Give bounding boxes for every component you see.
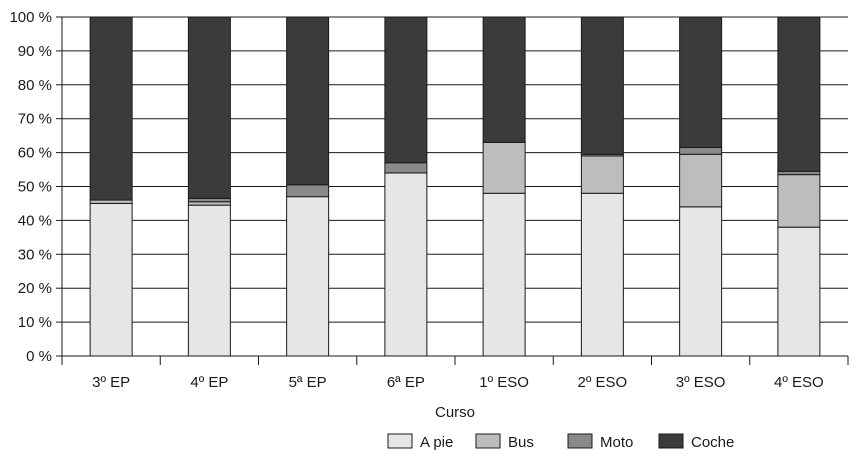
bar-segment-a-pie [679, 206, 723, 357]
legend-swatch [658, 433, 684, 449]
axes [61, 17, 849, 365]
x-tick-label: 3º EP [92, 374, 130, 391]
legend-label: Moto [600, 434, 633, 451]
bar-stack [187, 16, 231, 357]
legend-item: Bus [475, 433, 534, 451]
y-tick-label: 100 % [9, 9, 52, 26]
bar-segment-moto [777, 170, 821, 176]
bar-segment-moto [679, 147, 723, 155]
y-tick-label: 90 % [18, 43, 52, 60]
bar-stack [777, 16, 821, 357]
bar-segment-coche [777, 16, 821, 172]
x-axis-tick-labels: 3º EP 4º EP 5ª EP 6ª EP 1º ESO 2º ESO 3º ESO 4º… [92, 374, 824, 391]
y-tick-label: 30 % [18, 246, 52, 263]
bar-segment-moto [187, 197, 231, 203]
legend-label: Coche [691, 434, 734, 451]
bar-segment-bus [482, 141, 526, 194]
y-tick-label: 0 % [26, 348, 52, 365]
bar-stack [482, 16, 526, 357]
legend-item: Coche [658, 433, 734, 451]
bar-stack [580, 16, 624, 357]
bar-segment-a-pie [187, 204, 231, 357]
bar-stack [384, 16, 428, 357]
x-tick-label: 4º ESO [774, 374, 824, 391]
bar-segment-coche [679, 16, 723, 149]
x-axis-title: Curso [435, 404, 475, 421]
y-tick-label: 40 % [18, 212, 52, 229]
gridlines [62, 16, 848, 357]
y-axis-tick-labels: 0 % 10 % 20 % 30 % 40 % 50 % 60 % 70 % 80 % 90 % 1… [9, 9, 62, 365]
bar-segment-bus [679, 153, 723, 208]
bar-segment-bus [580, 155, 624, 194]
bar-segment-a-pie [89, 202, 133, 357]
bar-segment-a-pie [580, 192, 624, 357]
bar-stacks [89, 16, 821, 357]
bar-segment-moto [384, 162, 428, 174]
legend-item: Moto [567, 433, 633, 451]
x-tick-label: 4º EP [190, 374, 228, 391]
y-tick-label: 10 % [18, 314, 52, 331]
bar-segment-a-pie [777, 226, 821, 357]
legend-swatch [475, 433, 501, 449]
bar-segment-coche [286, 16, 330, 186]
bar-segment-a-pie [286, 196, 330, 357]
y-tick-label: 80 % [18, 77, 52, 94]
y-tick-label: 50 % [18, 179, 52, 196]
legend-label: A pie [420, 434, 453, 451]
bar-stack [286, 16, 330, 357]
bar-segment-a-pie [384, 172, 428, 357]
legend-item: A pie [387, 433, 453, 451]
legend-swatch [567, 433, 593, 449]
bar-segment-bus [89, 199, 133, 204]
x-tick-label: 1º ESO [479, 374, 529, 391]
y-tick-label: 20 % [18, 280, 52, 297]
legend: A pie Bus Moto Coche [387, 433, 734, 451]
x-tick-label: 2º ESO [578, 374, 628, 391]
x-tick-label: 6ª EP [387, 374, 425, 391]
bar-segment-bus [187, 201, 231, 206]
bar-segment-coche [89, 16, 133, 201]
bar-segment-moto [286, 184, 330, 198]
bar-segment-a-pie [482, 192, 526, 357]
bar-segment-coche [482, 16, 526, 143]
bar-segment-coche [187, 16, 231, 199]
bar-segment-coche [580, 16, 624, 155]
x-tick-label: 5ª EP [289, 374, 327, 391]
legend-swatch [387, 433, 413, 449]
bar-segment-coche [384, 16, 428, 164]
x-tick-label: 3º ESO [676, 374, 726, 391]
bar-stack [679, 16, 723, 357]
legend-label: Bus [508, 434, 534, 451]
bar-segment-bus [777, 174, 821, 228]
y-tick-label: 60 % [18, 145, 52, 162]
bar-stack [89, 16, 133, 357]
y-tick-label: 70 % [18, 111, 52, 128]
